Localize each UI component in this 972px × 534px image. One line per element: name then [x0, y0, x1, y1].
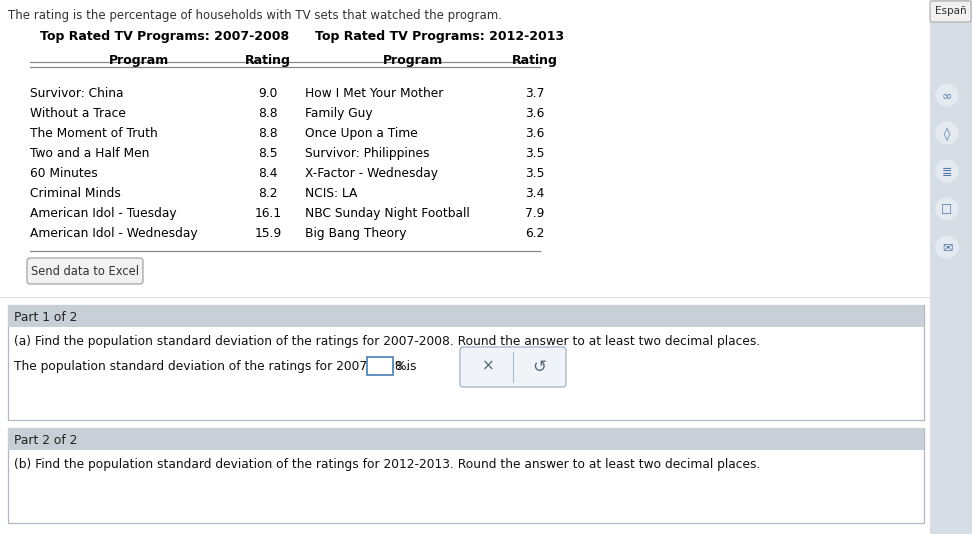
Text: 3.6: 3.6 [525, 107, 544, 120]
FancyBboxPatch shape [460, 347, 566, 387]
FancyBboxPatch shape [8, 428, 924, 450]
FancyBboxPatch shape [8, 428, 924, 523]
FancyBboxPatch shape [27, 258, 143, 284]
Text: 16.1: 16.1 [255, 207, 282, 220]
Text: 15.9: 15.9 [255, 227, 282, 240]
Text: American Idol - Tuesday: American Idol - Tuesday [30, 207, 177, 220]
Text: Top Rated TV Programs: 2012-2013: Top Rated TV Programs: 2012-2013 [315, 30, 564, 43]
Text: Part 1 of 2: Part 1 of 2 [14, 311, 78, 324]
Text: Big Bang Theory: Big Bang Theory [305, 227, 406, 240]
Text: 7.9: 7.9 [525, 207, 544, 220]
Text: Program: Program [109, 54, 169, 67]
Text: The Moment of Truth: The Moment of Truth [30, 127, 157, 140]
Text: Program: Program [382, 54, 442, 67]
Text: ☐: ☐ [941, 203, 953, 216]
Text: 3.5: 3.5 [525, 147, 544, 160]
Text: 8.4: 8.4 [259, 167, 278, 180]
Text: Send data to Excel: Send data to Excel [31, 265, 139, 278]
Text: 8.5: 8.5 [259, 147, 278, 160]
Text: Two and a Half Men: Two and a Half Men [30, 147, 150, 160]
Text: American Idol - Wednesday: American Idol - Wednesday [30, 227, 197, 240]
Text: NCIS: LA: NCIS: LA [305, 187, 358, 200]
Text: Rating: Rating [245, 54, 291, 67]
Text: The population standard deviation of the ratings for 2007-2008 is: The population standard deviation of the… [14, 360, 416, 373]
Circle shape [936, 84, 958, 106]
Text: ◊: ◊ [944, 127, 950, 141]
Circle shape [936, 122, 958, 144]
Text: 3.7: 3.7 [525, 87, 544, 100]
Text: NBC Sunday Night Football: NBC Sunday Night Football [305, 207, 469, 220]
FancyBboxPatch shape [930, 1, 971, 22]
Text: ×: × [481, 358, 495, 373]
Text: Once Upon a Time: Once Upon a Time [305, 127, 418, 140]
Text: 8.2: 8.2 [259, 187, 278, 200]
Text: ✉: ✉ [942, 241, 953, 255]
Text: ≣: ≣ [942, 166, 953, 178]
Text: Part 2 of 2: Part 2 of 2 [14, 434, 78, 447]
Text: 3.5: 3.5 [525, 167, 544, 180]
Text: 6.2: 6.2 [525, 227, 544, 240]
FancyBboxPatch shape [930, 0, 972, 534]
Text: Rating: Rating [512, 54, 558, 67]
Text: Survivor: Philippines: Survivor: Philippines [305, 147, 430, 160]
Text: 3.4: 3.4 [525, 187, 544, 200]
Text: ↺: ↺ [532, 358, 546, 376]
Text: %.: %. [394, 360, 409, 373]
Circle shape [936, 236, 958, 258]
Circle shape [936, 160, 958, 182]
Text: 9.0: 9.0 [259, 87, 278, 100]
Circle shape [936, 198, 958, 220]
Text: X-Factor - Wednesday: X-Factor - Wednesday [305, 167, 438, 180]
FancyBboxPatch shape [367, 357, 393, 375]
Text: 8.8: 8.8 [259, 127, 278, 140]
Text: Top Rated TV Programs: 2007-2008: Top Rated TV Programs: 2007-2008 [40, 30, 289, 43]
Text: Criminal Minds: Criminal Minds [30, 187, 121, 200]
Text: (a) Find the population standard deviation of the ratings for 2007-2008. Round t: (a) Find the population standard deviati… [14, 335, 760, 348]
Text: 60 Minutes: 60 Minutes [30, 167, 98, 180]
Text: How I Met Your Mother: How I Met Your Mother [305, 87, 443, 100]
Text: ∞: ∞ [942, 90, 953, 103]
FancyBboxPatch shape [8, 22, 924, 292]
Text: (b) Find the population standard deviation of the ratings for 2012-2013. Round t: (b) Find the population standard deviati… [14, 458, 760, 471]
Text: Españ: Españ [935, 6, 966, 16]
Text: 8.8: 8.8 [259, 107, 278, 120]
Text: Family Guy: Family Guy [305, 107, 372, 120]
Text: Survivor: China: Survivor: China [30, 87, 123, 100]
FancyBboxPatch shape [8, 305, 924, 420]
FancyBboxPatch shape [8, 305, 924, 327]
Text: 3.6: 3.6 [525, 127, 544, 140]
Text: Without a Trace: Without a Trace [30, 107, 126, 120]
Text: The rating is the percentage of households with TV sets that watched the program: The rating is the percentage of househol… [8, 9, 502, 22]
